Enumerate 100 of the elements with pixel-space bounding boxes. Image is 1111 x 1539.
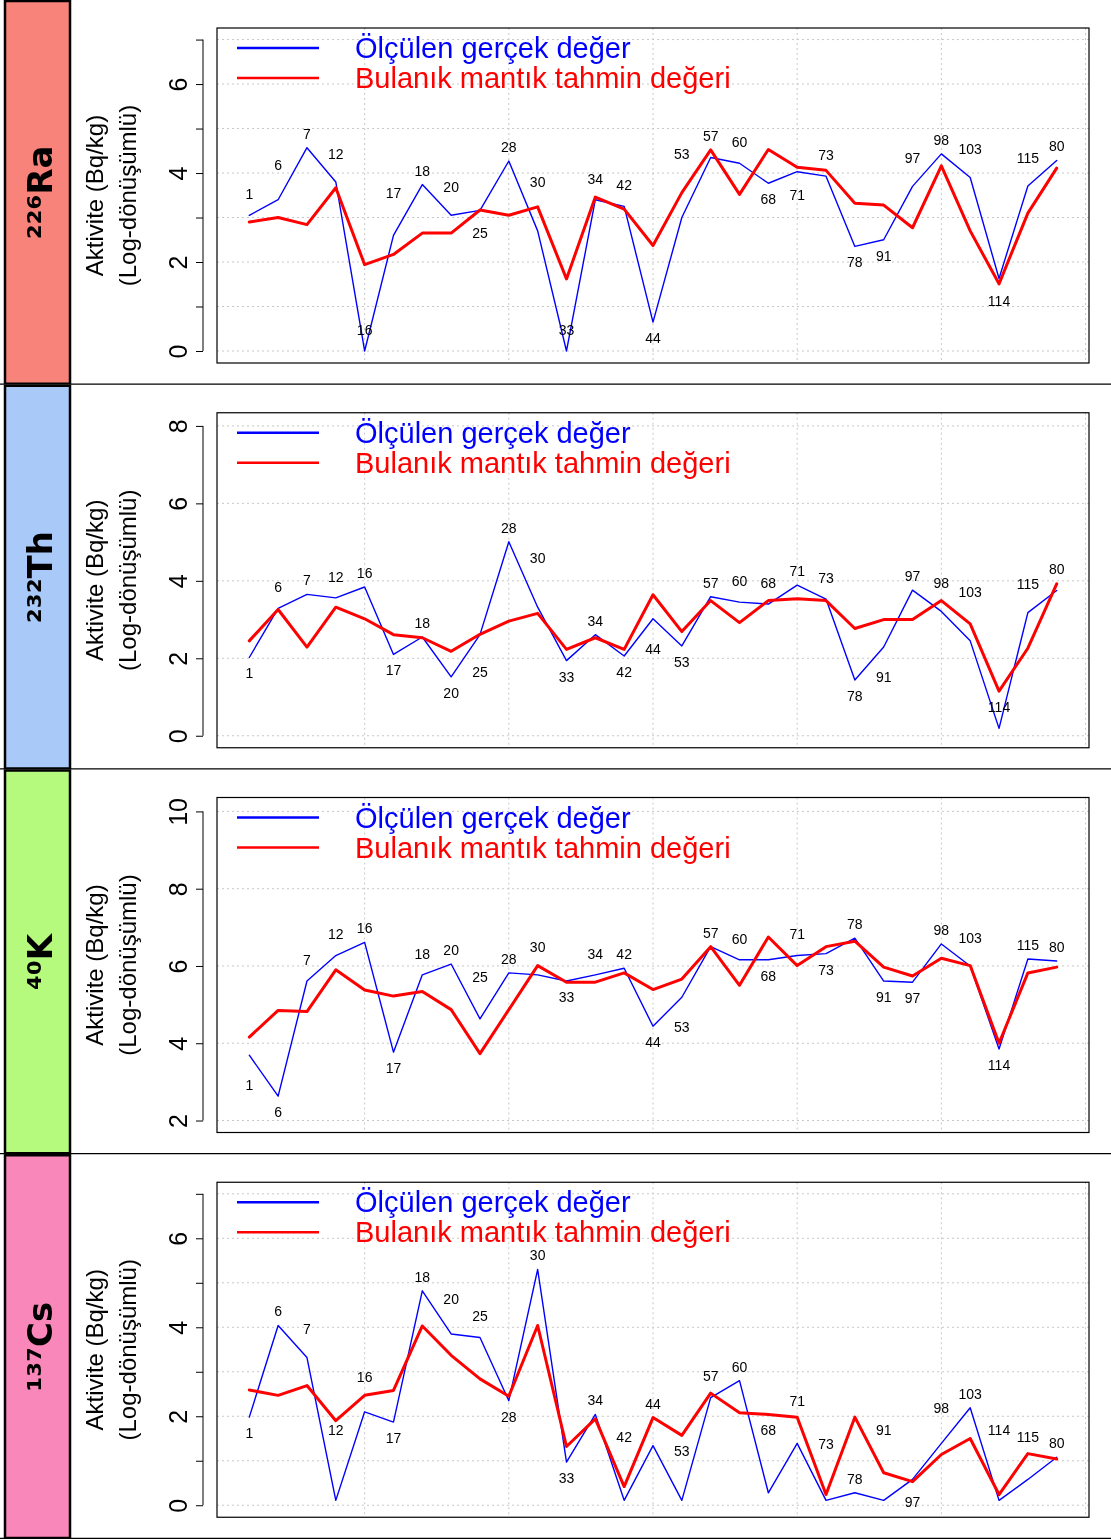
x-tick-label: 44 — [645, 329, 661, 346]
x-tick-label: 28 — [501, 519, 517, 536]
x-tick-label: 1 — [245, 1425, 254, 1442]
x-tick-label: 7 — [303, 125, 312, 142]
x-tick-label: 60 — [731, 930, 748, 947]
x-tick-label: 34 — [587, 945, 604, 962]
x-tick-label: 103 — [958, 1385, 983, 1402]
y-tick-label: 4 — [163, 574, 192, 589]
x-tick-label: 78 — [847, 687, 863, 704]
x-tick-label: 73 — [818, 961, 835, 978]
x-tick-label: 114 — [987, 1422, 1011, 1439]
x-tick-label: 18 — [414, 614, 431, 631]
x-tick-label: 114 — [987, 293, 1011, 310]
x-tick-label: 115 — [1016, 149, 1040, 166]
x-tick-label: 30 — [529, 1247, 546, 1264]
x-tick-label: 91 — [875, 247, 892, 264]
x-tick-label: 16 — [356, 564, 373, 581]
x-tick-label: 42 — [616, 1429, 633, 1446]
x-tick-label: 12 — [328, 1422, 344, 1439]
x-tick-label: 115 — [1016, 936, 1040, 953]
x-tick-label: 33 — [558, 1469, 575, 1486]
x-tick-label: 78 — [847, 254, 863, 271]
x-tick-label: 33 — [558, 668, 575, 685]
x-tick-label: 68 — [760, 1421, 777, 1438]
x-tick-label: 91 — [875, 668, 892, 685]
x-tick-label: 103 — [958, 929, 983, 946]
x-tick-label: 78 — [847, 916, 863, 933]
x-tick-label: 68 — [760, 191, 777, 208]
x-tick-label: 98 — [933, 131, 950, 148]
x-tick-label: 20 — [443, 1290, 460, 1307]
x-tick-label: 68 — [760, 574, 777, 591]
x-tick-label: 42 — [616, 177, 633, 194]
x-tick-label: 115 — [1016, 1429, 1040, 1446]
x-tick-label: 73 — [818, 147, 835, 164]
x-tick-label: 30 — [529, 938, 546, 955]
x-tick-label: 28 — [501, 1408, 517, 1425]
y-tick-label: 6 — [163, 496, 192, 511]
y-tick-label: 8 — [163, 882, 192, 897]
x-tick-label: 44 — [645, 1034, 661, 1051]
text: ⁴⁰K — [20, 932, 60, 990]
y-tick-label: 0 — [163, 344, 192, 359]
x-tick-label: 7 — [303, 951, 312, 968]
x-tick-label: 60 — [731, 1358, 748, 1375]
x-tick-label: 17 — [385, 662, 402, 679]
x-tick-label: 33 — [558, 988, 575, 1005]
y-axis-title: Aktivite (Bq/kg) (Log-dönüşümlü) — [81, 104, 141, 287]
y-axis-title: Aktivite (Bq/kg) (Log-dönüşümlü) — [81, 489, 141, 671]
legend-label: Ölçülen gerçek değer — [355, 416, 631, 449]
x-tick-label: 68 — [760, 967, 777, 984]
x-tick-label: 91 — [875, 1422, 892, 1439]
x-tick-label: 25 — [472, 225, 488, 242]
y-tick-label: 4 — [163, 1036, 192, 1051]
x-tick-label: 91 — [875, 988, 892, 1005]
x-tick-label: 44 — [645, 640, 661, 657]
y-tick-label: 4 — [163, 166, 192, 181]
x-tick-label: 20 — [443, 684, 460, 701]
x-tick-label: 57 — [702, 1368, 719, 1385]
x-tick-label: 18 — [414, 1268, 431, 1285]
x-tick-label: 1 — [245, 1077, 254, 1094]
x-tick-label: 42 — [616, 946, 633, 963]
x-tick-label: 57 — [702, 924, 719, 941]
y-tick-label: 0 — [163, 729, 192, 744]
x-tick-label: 53 — [674, 653, 690, 670]
x-tick-label: 80 — [1048, 938, 1065, 955]
legend-label: Ölçülen gerçek değer — [355, 32, 631, 65]
x-tick-label: 60 — [731, 134, 748, 151]
x-tick-label: 16 — [356, 1368, 373, 1385]
x-tick-label: 97 — [904, 1494, 921, 1511]
x-tick-label: 18 — [414, 162, 431, 179]
x-tick-label: 25 — [472, 663, 488, 680]
y-tick-label: 6 — [163, 77, 192, 92]
x-tick-label: 71 — [789, 926, 806, 943]
x-tick-label: 73 — [818, 1436, 835, 1453]
y-tick-label: 2 — [163, 1409, 192, 1424]
x-tick-label: 57 — [702, 574, 719, 591]
x-tick-label: 98 — [933, 921, 950, 938]
y-tick-label: 6 — [163, 1231, 192, 1246]
x-tick-label: 71 — [789, 1393, 806, 1410]
y-tick-label: 4 — [163, 1320, 192, 1335]
x-tick-label: 28 — [501, 950, 517, 967]
x-tick-label: 34 — [587, 1392, 604, 1409]
x-tick-label: 115 — [1016, 576, 1040, 593]
text: ¹³⁷Cs — [20, 1301, 60, 1392]
x-tick-label: 12 — [328, 926, 344, 943]
x-tick-label: 97 — [904, 568, 921, 585]
x-tick-label: 34 — [587, 170, 604, 187]
x-tick-label: 12 — [328, 145, 344, 162]
x-tick-label: 25 — [472, 968, 488, 985]
x-tick-label: 1 — [245, 186, 254, 203]
x-tick-label: 12 — [328, 568, 344, 585]
text: ²³²Th — [20, 531, 60, 624]
x-tick-label: 98 — [933, 575, 950, 592]
x-tick-label: 17 — [385, 1060, 402, 1077]
x-tick-label: 71 — [789, 186, 806, 203]
x-tick-label: 30 — [529, 550, 546, 567]
x-tick-label: 7 — [303, 1321, 312, 1338]
x-tick-label: 103 — [958, 141, 983, 158]
x-tick-label: 78 — [847, 1470, 863, 1487]
x-tick-label: 80 — [1048, 1435, 1065, 1452]
y-tick-label: 8 — [163, 419, 192, 434]
